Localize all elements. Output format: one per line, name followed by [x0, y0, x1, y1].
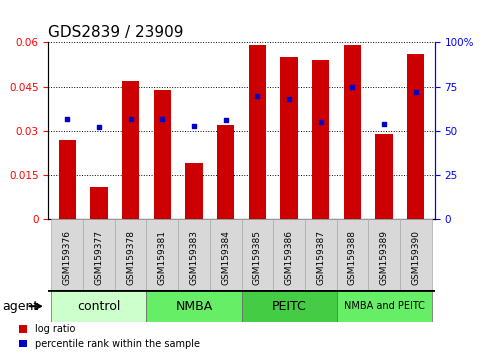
Text: NMBA: NMBA: [175, 300, 213, 313]
Text: GSM159389: GSM159389: [380, 230, 388, 285]
Point: [285, 96, 293, 102]
Bar: [90, 187, 108, 219]
Point: [222, 118, 229, 123]
Bar: [146, 290, 242, 322]
Bar: [337, 219, 368, 290]
Text: GSM159385: GSM159385: [253, 230, 262, 285]
Point: [158, 116, 166, 121]
Bar: [185, 164, 203, 219]
Text: GSM159387: GSM159387: [316, 230, 325, 285]
Bar: [273, 219, 305, 290]
Bar: [210, 219, 242, 290]
Text: GDS2839 / 23909: GDS2839 / 23909: [48, 25, 184, 40]
Text: GSM159381: GSM159381: [158, 230, 167, 285]
Bar: [249, 45, 266, 219]
Bar: [343, 45, 361, 219]
Text: GSM159376: GSM159376: [63, 230, 72, 285]
Bar: [217, 125, 234, 219]
Text: GSM159390: GSM159390: [411, 230, 420, 285]
Bar: [58, 140, 76, 219]
Bar: [368, 219, 400, 290]
Point: [380, 121, 388, 127]
Text: GSM159377: GSM159377: [95, 230, 103, 285]
Bar: [122, 81, 140, 219]
Bar: [280, 57, 298, 219]
Bar: [375, 134, 393, 219]
Point: [254, 93, 261, 98]
Text: GSM159386: GSM159386: [284, 230, 294, 285]
Bar: [305, 219, 337, 290]
Text: GSM159384: GSM159384: [221, 230, 230, 285]
Bar: [146, 219, 178, 290]
Point: [317, 119, 325, 125]
Point: [127, 116, 134, 121]
Point: [190, 123, 198, 129]
Point: [95, 125, 103, 130]
Text: control: control: [77, 300, 121, 313]
Bar: [337, 290, 431, 322]
Text: agent: agent: [2, 300, 39, 313]
Bar: [83, 219, 115, 290]
Bar: [154, 90, 171, 219]
Point: [412, 89, 420, 95]
Bar: [178, 219, 210, 290]
Bar: [400, 219, 431, 290]
Legend: log ratio, percentile rank within the sample: log ratio, percentile rank within the sa…: [19, 324, 200, 349]
Text: GSM159378: GSM159378: [126, 230, 135, 285]
Bar: [312, 60, 329, 219]
Text: NMBA and PEITC: NMBA and PEITC: [343, 301, 425, 311]
Bar: [407, 54, 425, 219]
Bar: [242, 219, 273, 290]
Text: GSM159383: GSM159383: [189, 230, 199, 285]
Text: GSM159388: GSM159388: [348, 230, 357, 285]
Point: [349, 84, 356, 90]
Bar: [52, 290, 146, 322]
Bar: [242, 290, 337, 322]
Bar: [115, 219, 146, 290]
Bar: [52, 219, 83, 290]
Text: PEITC: PEITC: [271, 300, 306, 313]
Point: [63, 116, 71, 121]
